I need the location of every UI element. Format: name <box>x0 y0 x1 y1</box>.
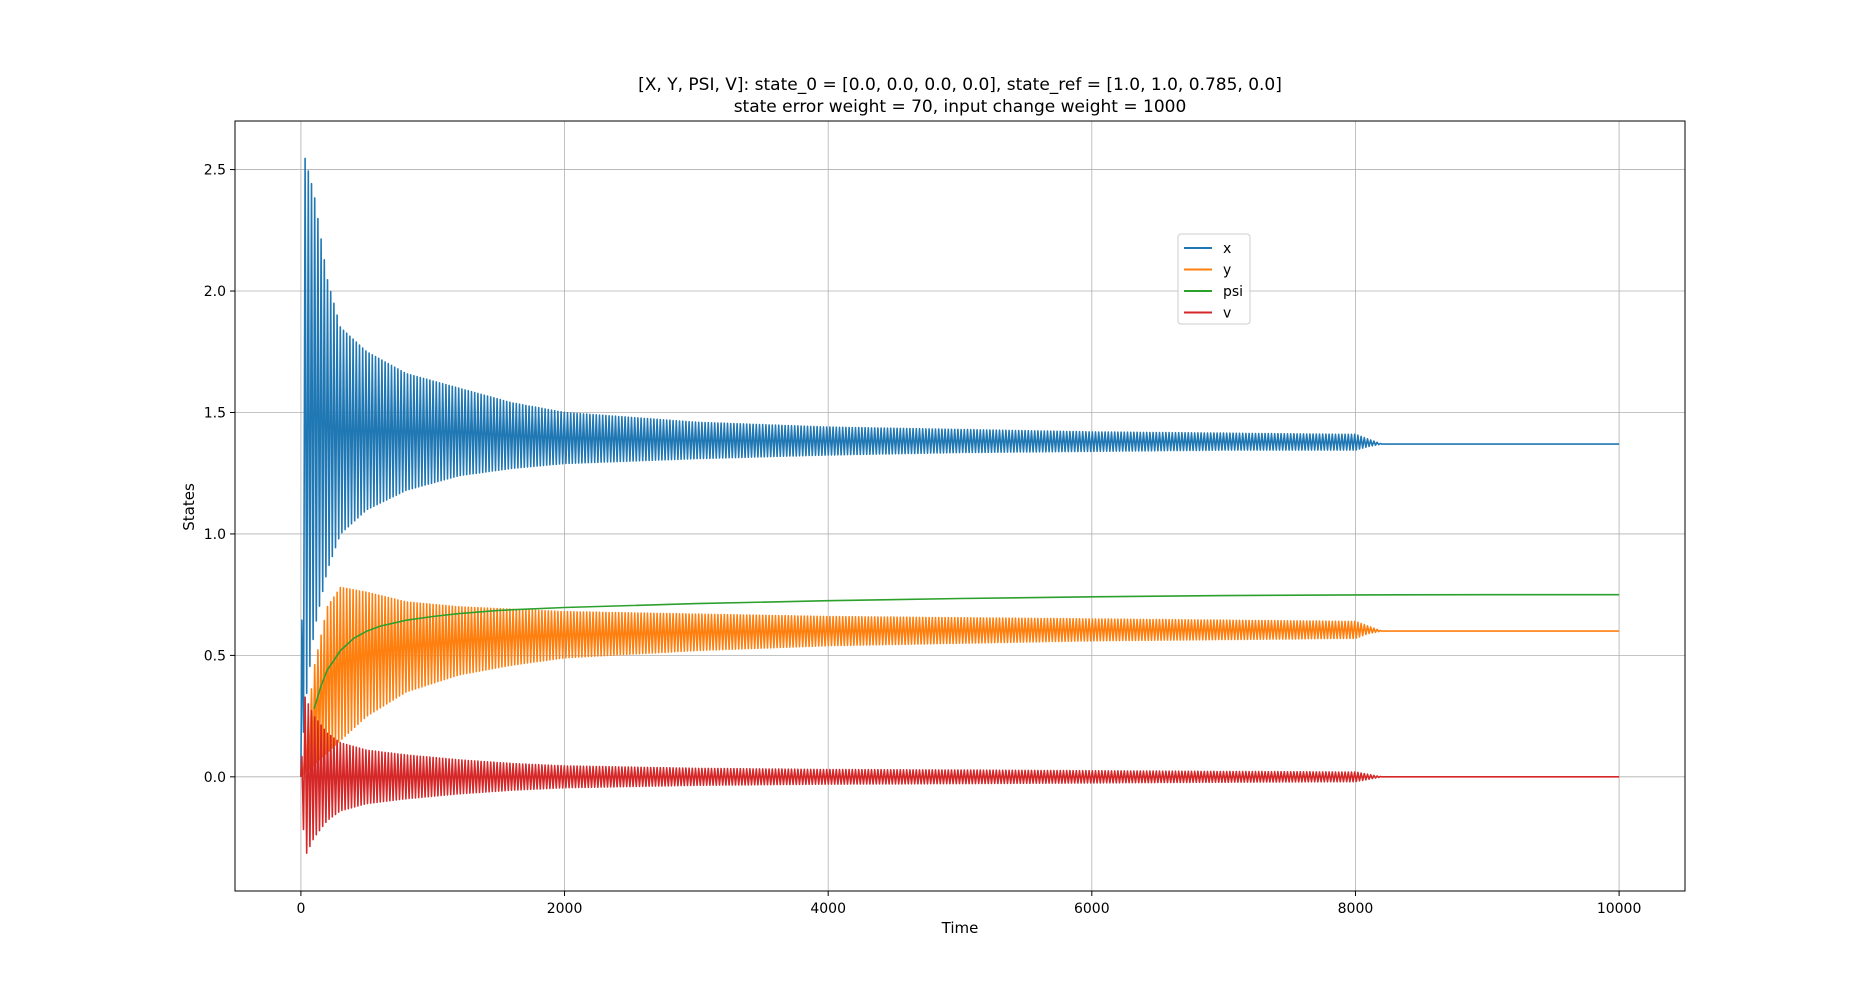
series-layer <box>300 157 1620 854</box>
axes-layer: 0 2000 4000 6000 8000 10000 0.0 0.5 1.0 1.5 2.0 2.5 <box>204 120 1686 917</box>
chart-subtitle: state error weight = 70, input change we… <box>734 97 1187 117</box>
series-line-psi <box>313 593 1620 710</box>
y-tick-label: 2.0 <box>204 284 226 300</box>
x-tick-label: 0 <box>296 901 305 917</box>
chart-title: [X, Y, PSI, V]: state_0 = [0.0, 0.0, 0.0… <box>638 75 1282 95</box>
y-tick-label: 1.5 <box>204 405 226 421</box>
legend-box <box>1177 233 1251 325</box>
series-line-y <box>300 586 1620 777</box>
y-axis-label: States <box>180 483 198 531</box>
legend: xy psi v <box>1177 233 1251 325</box>
legend-label-psi: psi <box>1223 284 1243 300</box>
x-tick-label: 10000 <box>1597 901 1642 917</box>
x-tick-label: 8000 <box>1338 901 1374 917</box>
legend-label-y: y <box>1223 263 1231 279</box>
x-tick-label: 2000 <box>547 901 583 917</box>
plot-frame <box>234 120 1686 892</box>
legend-label-x: x <box>1223 241 1231 257</box>
x-tick-label: 6000 <box>1074 901 1110 917</box>
x-axis-label: Time <box>941 919 979 937</box>
legend-label-v: v <box>1223 306 1231 322</box>
x-tick-label: 4000 <box>810 901 846 917</box>
series-line-x <box>300 157 1620 777</box>
y-tick-label: 1.0 <box>204 527 226 543</box>
series-line-v <box>300 696 1620 854</box>
y-tick-label: 0.0 <box>204 770 226 786</box>
y-tick-label: 2.5 <box>204 163 226 179</box>
y-tick-label: 0.5 <box>204 648 226 664</box>
